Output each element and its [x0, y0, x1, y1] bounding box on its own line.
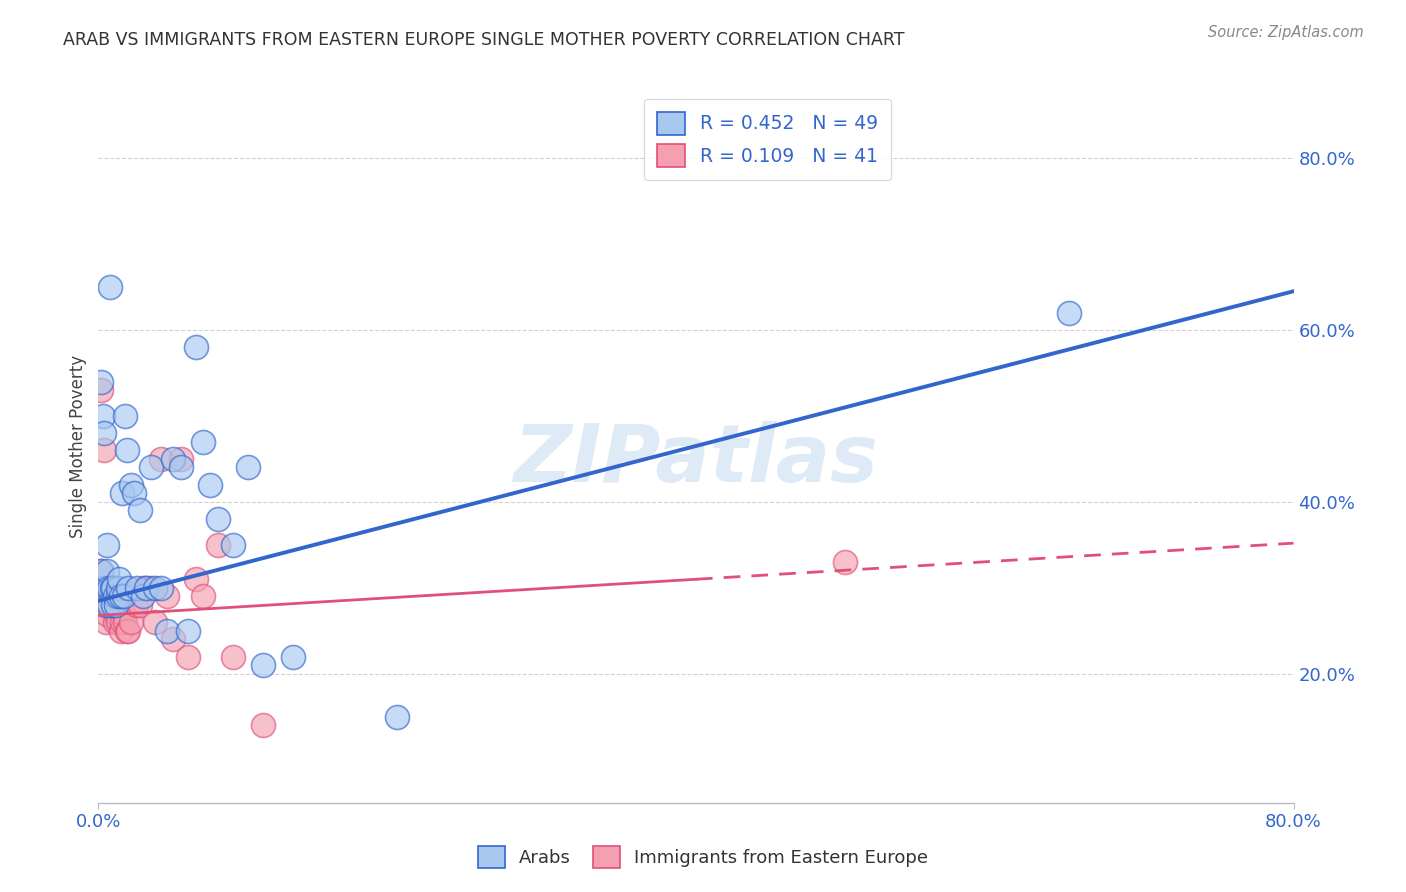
Point [177, 649, 200, 664]
Point [132, 581, 155, 595]
Point [90, 564, 112, 578]
Point [114, 615, 136, 630]
Point [98, 280, 122, 294]
Point [129, 598, 152, 612]
Text: ZIPatlas: ZIPatlas [513, 421, 879, 500]
Point [191, 434, 214, 449]
Point [207, 512, 229, 526]
Point [97, 598, 120, 612]
Point [120, 615, 142, 630]
Point [139, 460, 162, 475]
Point [101, 581, 124, 595]
Point [117, 581, 139, 595]
Point [207, 538, 229, 552]
Point [108, 572, 131, 586]
Point [97, 581, 120, 595]
Point [115, 624, 138, 638]
Point [112, 607, 135, 621]
Point [96, 607, 118, 621]
Point [93, 426, 115, 441]
Point [94, 598, 117, 612]
Point [111, 615, 134, 630]
Point [177, 624, 200, 638]
Point [97, 598, 120, 612]
Point [89, 581, 111, 595]
Point [117, 624, 139, 638]
Point [96, 564, 118, 578]
Point [93, 443, 115, 458]
Point [184, 340, 207, 354]
Point [104, 615, 127, 630]
Point [103, 598, 125, 612]
Point [114, 409, 136, 423]
Point [1059, 306, 1081, 320]
Point [156, 624, 179, 638]
Point [96, 538, 118, 552]
Point [143, 581, 166, 595]
Point [101, 581, 124, 595]
Point [107, 581, 129, 595]
Point [115, 443, 138, 458]
Point [89, 581, 111, 595]
Point [236, 460, 259, 475]
Point [222, 649, 245, 664]
Point [125, 598, 148, 612]
Point [184, 572, 207, 586]
Point [103, 598, 125, 612]
Point [143, 615, 166, 630]
Point [132, 590, 155, 604]
Point [162, 632, 184, 647]
Point [127, 581, 149, 595]
Point [135, 581, 157, 595]
Point [90, 375, 112, 389]
Text: ARAB VS IMMIGRANTS FROM EASTERN EUROPE SINGLE MOTHER POVERTY CORRELATION CHART: ARAB VS IMMIGRANTS FROM EASTERN EUROPE S… [63, 31, 905, 49]
Point [200, 477, 222, 491]
Point [120, 477, 142, 491]
Point [169, 460, 191, 475]
Point [385, 710, 409, 724]
Point [135, 581, 157, 595]
Point [191, 590, 214, 604]
Legend: R = 0.452   N = 49, R = 0.109   N = 41: R = 0.452 N = 49, R = 0.109 N = 41 [644, 99, 891, 180]
Text: Source: ZipAtlas.com: Source: ZipAtlas.com [1208, 25, 1364, 40]
Point [104, 590, 127, 604]
Point [222, 538, 245, 552]
Point [124, 486, 146, 500]
Point [103, 581, 125, 595]
Point [156, 590, 179, 604]
Point [252, 718, 274, 732]
Point [111, 486, 134, 500]
Point [105, 607, 128, 621]
Point [94, 598, 117, 612]
Point [98, 598, 122, 612]
Point [834, 555, 856, 569]
Point [110, 590, 132, 604]
Y-axis label: Single Mother Poverty: Single Mother Poverty [69, 354, 87, 538]
Point [150, 451, 173, 466]
Point [94, 615, 117, 630]
Point [129, 503, 152, 517]
Point [107, 590, 129, 604]
Point [97, 581, 120, 595]
Point [108, 590, 131, 604]
Point [281, 649, 304, 664]
Point [90, 564, 112, 578]
Point [162, 451, 184, 466]
Point [91, 598, 114, 612]
Legend: Arabs, Immigrants from Eastern Europe: Arabs, Immigrants from Eastern Europe [467, 835, 939, 879]
Point [150, 581, 173, 595]
Point [252, 658, 274, 673]
Point [94, 581, 117, 595]
Point [90, 383, 112, 397]
Point [91, 409, 114, 423]
Point [169, 451, 191, 466]
Point [107, 615, 129, 630]
Point [110, 624, 132, 638]
Point [139, 581, 162, 595]
Point [105, 598, 128, 612]
Point [112, 590, 135, 604]
